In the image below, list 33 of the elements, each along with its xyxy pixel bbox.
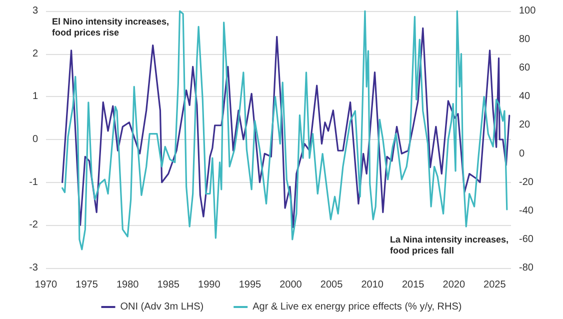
x-tick-label: 2010: [361, 280, 384, 290]
y2-tick-label: 0: [519, 148, 525, 160]
y2-tick-label: -20: [519, 176, 534, 188]
legend-label: ONI (Adv 3m LHS): [120, 302, 204, 312]
y-tick-label: -2: [29, 220, 38, 231]
x-tick-label: 1980: [116, 280, 140, 290]
y2-tick-label: 100: [519, 6, 536, 16]
annotation: El Nino intensity increases, food prices rise: [52, 16, 170, 38]
legend-label: Agr & Live ex energy price effects (% y/y, RHS): [252, 302, 462, 312]
x-tick-label: 2020: [442, 280, 466, 290]
y2-tick-label: -60: [519, 234, 534, 245]
y-tick-label: -1: [29, 176, 38, 188]
y2-tick-label: -40: [519, 205, 534, 216]
y-tick-label: 3: [32, 6, 38, 16]
y2-tick-label: 80: [519, 34, 531, 46]
x-tick-label: 1970: [34, 280, 58, 290]
y-tick-label: 0: [32, 134, 38, 145]
y2-tick-label: 60: [519, 62, 531, 74]
x-tick-label: 2015: [402, 280, 425, 290]
x-tick-label: 1975: [76, 280, 98, 290]
x-tick-label: 1995: [238, 280, 262, 290]
x-tick-label: 2005: [320, 280, 344, 290]
y-tick-label: -3: [29, 262, 38, 274]
y2-tick-label: 40: [519, 91, 531, 102]
x-tick-label: 1985: [157, 280, 180, 290]
x-tick-label: 2025: [484, 280, 506, 290]
y2-tick-label: 20: [519, 120, 531, 131]
y-tick-label: 1: [32, 91, 38, 102]
x-tick-label: 1990: [198, 280, 221, 290]
x-tick-label: 2000: [280, 280, 302, 290]
y2-tick-label: -80: [519, 262, 534, 274]
annotation: La Nina intensity increases, food prices fall: [390, 234, 509, 256]
y-tick-label: 2: [32, 48, 38, 60]
